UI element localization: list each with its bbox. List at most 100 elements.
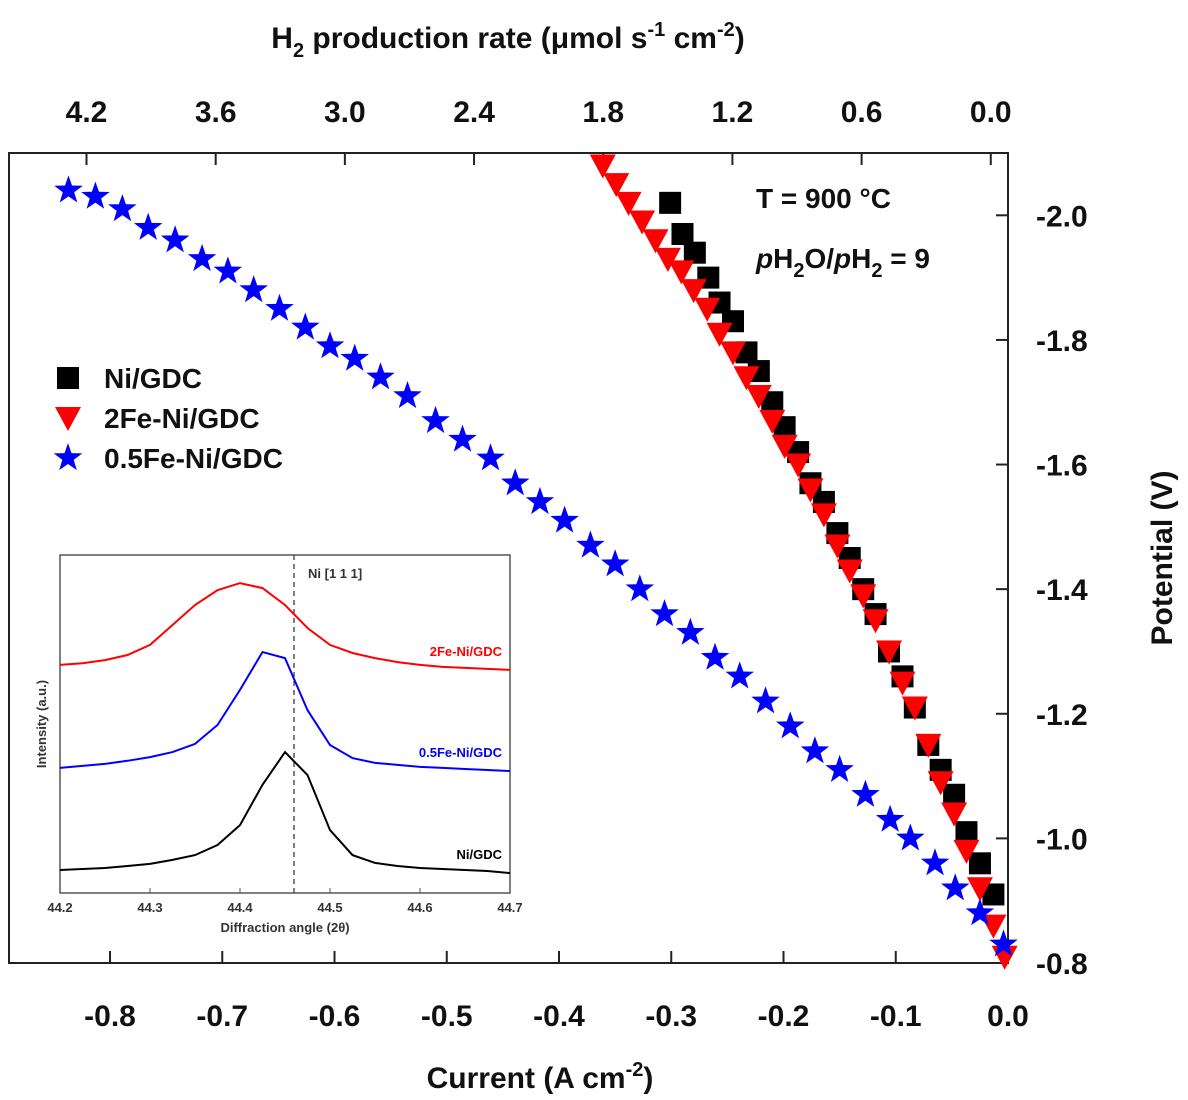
marker — [576, 530, 605, 558]
marker — [160, 225, 190, 253]
x2-tick-label: 0.6 — [841, 96, 883, 129]
marker — [889, 671, 916, 696]
y-tick-label: -1.8 — [1036, 325, 1088, 358]
x-tick-label: -0.8 — [84, 1000, 136, 1033]
inset-x-tick-label: 44.5 — [317, 900, 342, 915]
text-part: T = 900 °C — [756, 183, 891, 214]
marker — [797, 478, 824, 503]
x2-axis-title: H2 production rate (μmol s-1 cm-2) — [271, 19, 744, 62]
marker — [927, 771, 954, 796]
marker — [719, 341, 746, 366]
marker — [776, 711, 805, 739]
inset-x-tick-label: 44.4 — [227, 900, 253, 915]
marker — [966, 877, 993, 902]
x2-tick-label: 4.2 — [66, 96, 108, 129]
marker — [875, 804, 905, 832]
text-part: H — [851, 243, 871, 274]
marker — [448, 424, 477, 452]
marker — [421, 405, 450, 434]
y-axis-title: Potential (V) — [1146, 470, 1179, 645]
x-tick-label: -0.7 — [196, 1000, 248, 1033]
inset-frame — [59, 554, 511, 894]
x2-tick-label: 0.0 — [970, 96, 1012, 129]
text-part: = 9 — [883, 243, 930, 274]
annotation: T = 900 °C — [756, 183, 891, 214]
marker — [550, 505, 579, 533]
inset-line — [59, 750, 511, 875]
marker — [761, 391, 784, 414]
x-tick-label: -0.3 — [645, 1000, 697, 1033]
marker — [943, 783, 966, 806]
text-part: p — [833, 243, 851, 274]
annotation: pH2O/pH2 = 9 — [755, 243, 930, 282]
marker — [771, 434, 798, 459]
marker — [81, 181, 110, 209]
marker — [642, 229, 669, 254]
text-part: p — [755, 243, 773, 274]
inset-series-label: 2Fe-Ni/GDC — [430, 644, 503, 659]
marker — [668, 260, 695, 285]
marker — [941, 873, 970, 901]
x-tick-label: 0.0 — [987, 1000, 1029, 1033]
marker — [680, 279, 707, 304]
marker — [759, 409, 786, 434]
x-tick-label: -0.1 — [870, 1000, 922, 1033]
text-part: H — [271, 22, 293, 55]
inset-y-axis-title: Intensity (a.u.) — [34, 680, 49, 768]
marker — [901, 696, 928, 721]
marker — [629, 210, 656, 235]
marker — [671, 223, 694, 245]
marker — [650, 599, 679, 627]
legend-marker — [53, 443, 83, 471]
legend-marker — [55, 407, 81, 431]
marker — [851, 779, 880, 807]
text-part: cm — [665, 22, 717, 55]
marker — [213, 256, 243, 284]
x2-tick-label: 3.6 — [195, 96, 237, 129]
marker — [968, 852, 991, 875]
y-tick-label: -2.0 — [1036, 200, 1088, 233]
marker — [366, 362, 395, 390]
marker — [589, 154, 616, 179]
marker — [955, 821, 978, 844]
marker — [683, 241, 706, 264]
marker — [745, 385, 772, 409]
text-part: ) — [643, 1062, 653, 1095]
marker — [733, 366, 760, 391]
x-tick-label: -0.6 — [309, 1000, 361, 1033]
marker — [785, 453, 812, 478]
marker — [700, 642, 730, 670]
marker — [654, 247, 681, 272]
x-axis-title: Current (A cm-2) — [427, 1059, 654, 1095]
inset-x-tick-label: 44.2 — [47, 900, 72, 915]
marker — [965, 898, 995, 926]
inset-x-tick-label: 44.6 — [407, 900, 432, 915]
marker — [773, 416, 796, 439]
x2-tick-label: 2.4 — [453, 96, 495, 129]
inset-line — [59, 582, 511, 671]
text-part: -2 — [626, 1059, 644, 1081]
marker — [896, 823, 925, 851]
marker — [800, 736, 830, 764]
marker — [615, 191, 642, 216]
marker — [393, 381, 422, 409]
text-part: 2 — [293, 40, 304, 62]
marker — [340, 343, 369, 371]
marker — [725, 661, 754, 689]
marker — [187, 243, 217, 272]
marker — [989, 929, 1018, 957]
marker — [476, 443, 505, 471]
marker — [751, 686, 780, 714]
marker — [501, 468, 530, 496]
marker — [239, 275, 268, 303]
marker — [603, 173, 630, 198]
marker — [659, 191, 682, 214]
inset-series-label: Ni/GDC — [457, 847, 503, 862]
x-tick-label: -0.4 — [533, 1000, 585, 1033]
text-part: Potential (V) — [1146, 470, 1179, 645]
marker — [54, 175, 83, 203]
text-part: -2 — [717, 19, 735, 41]
marker — [876, 640, 903, 665]
y-tick-label: -1.2 — [1036, 699, 1088, 732]
